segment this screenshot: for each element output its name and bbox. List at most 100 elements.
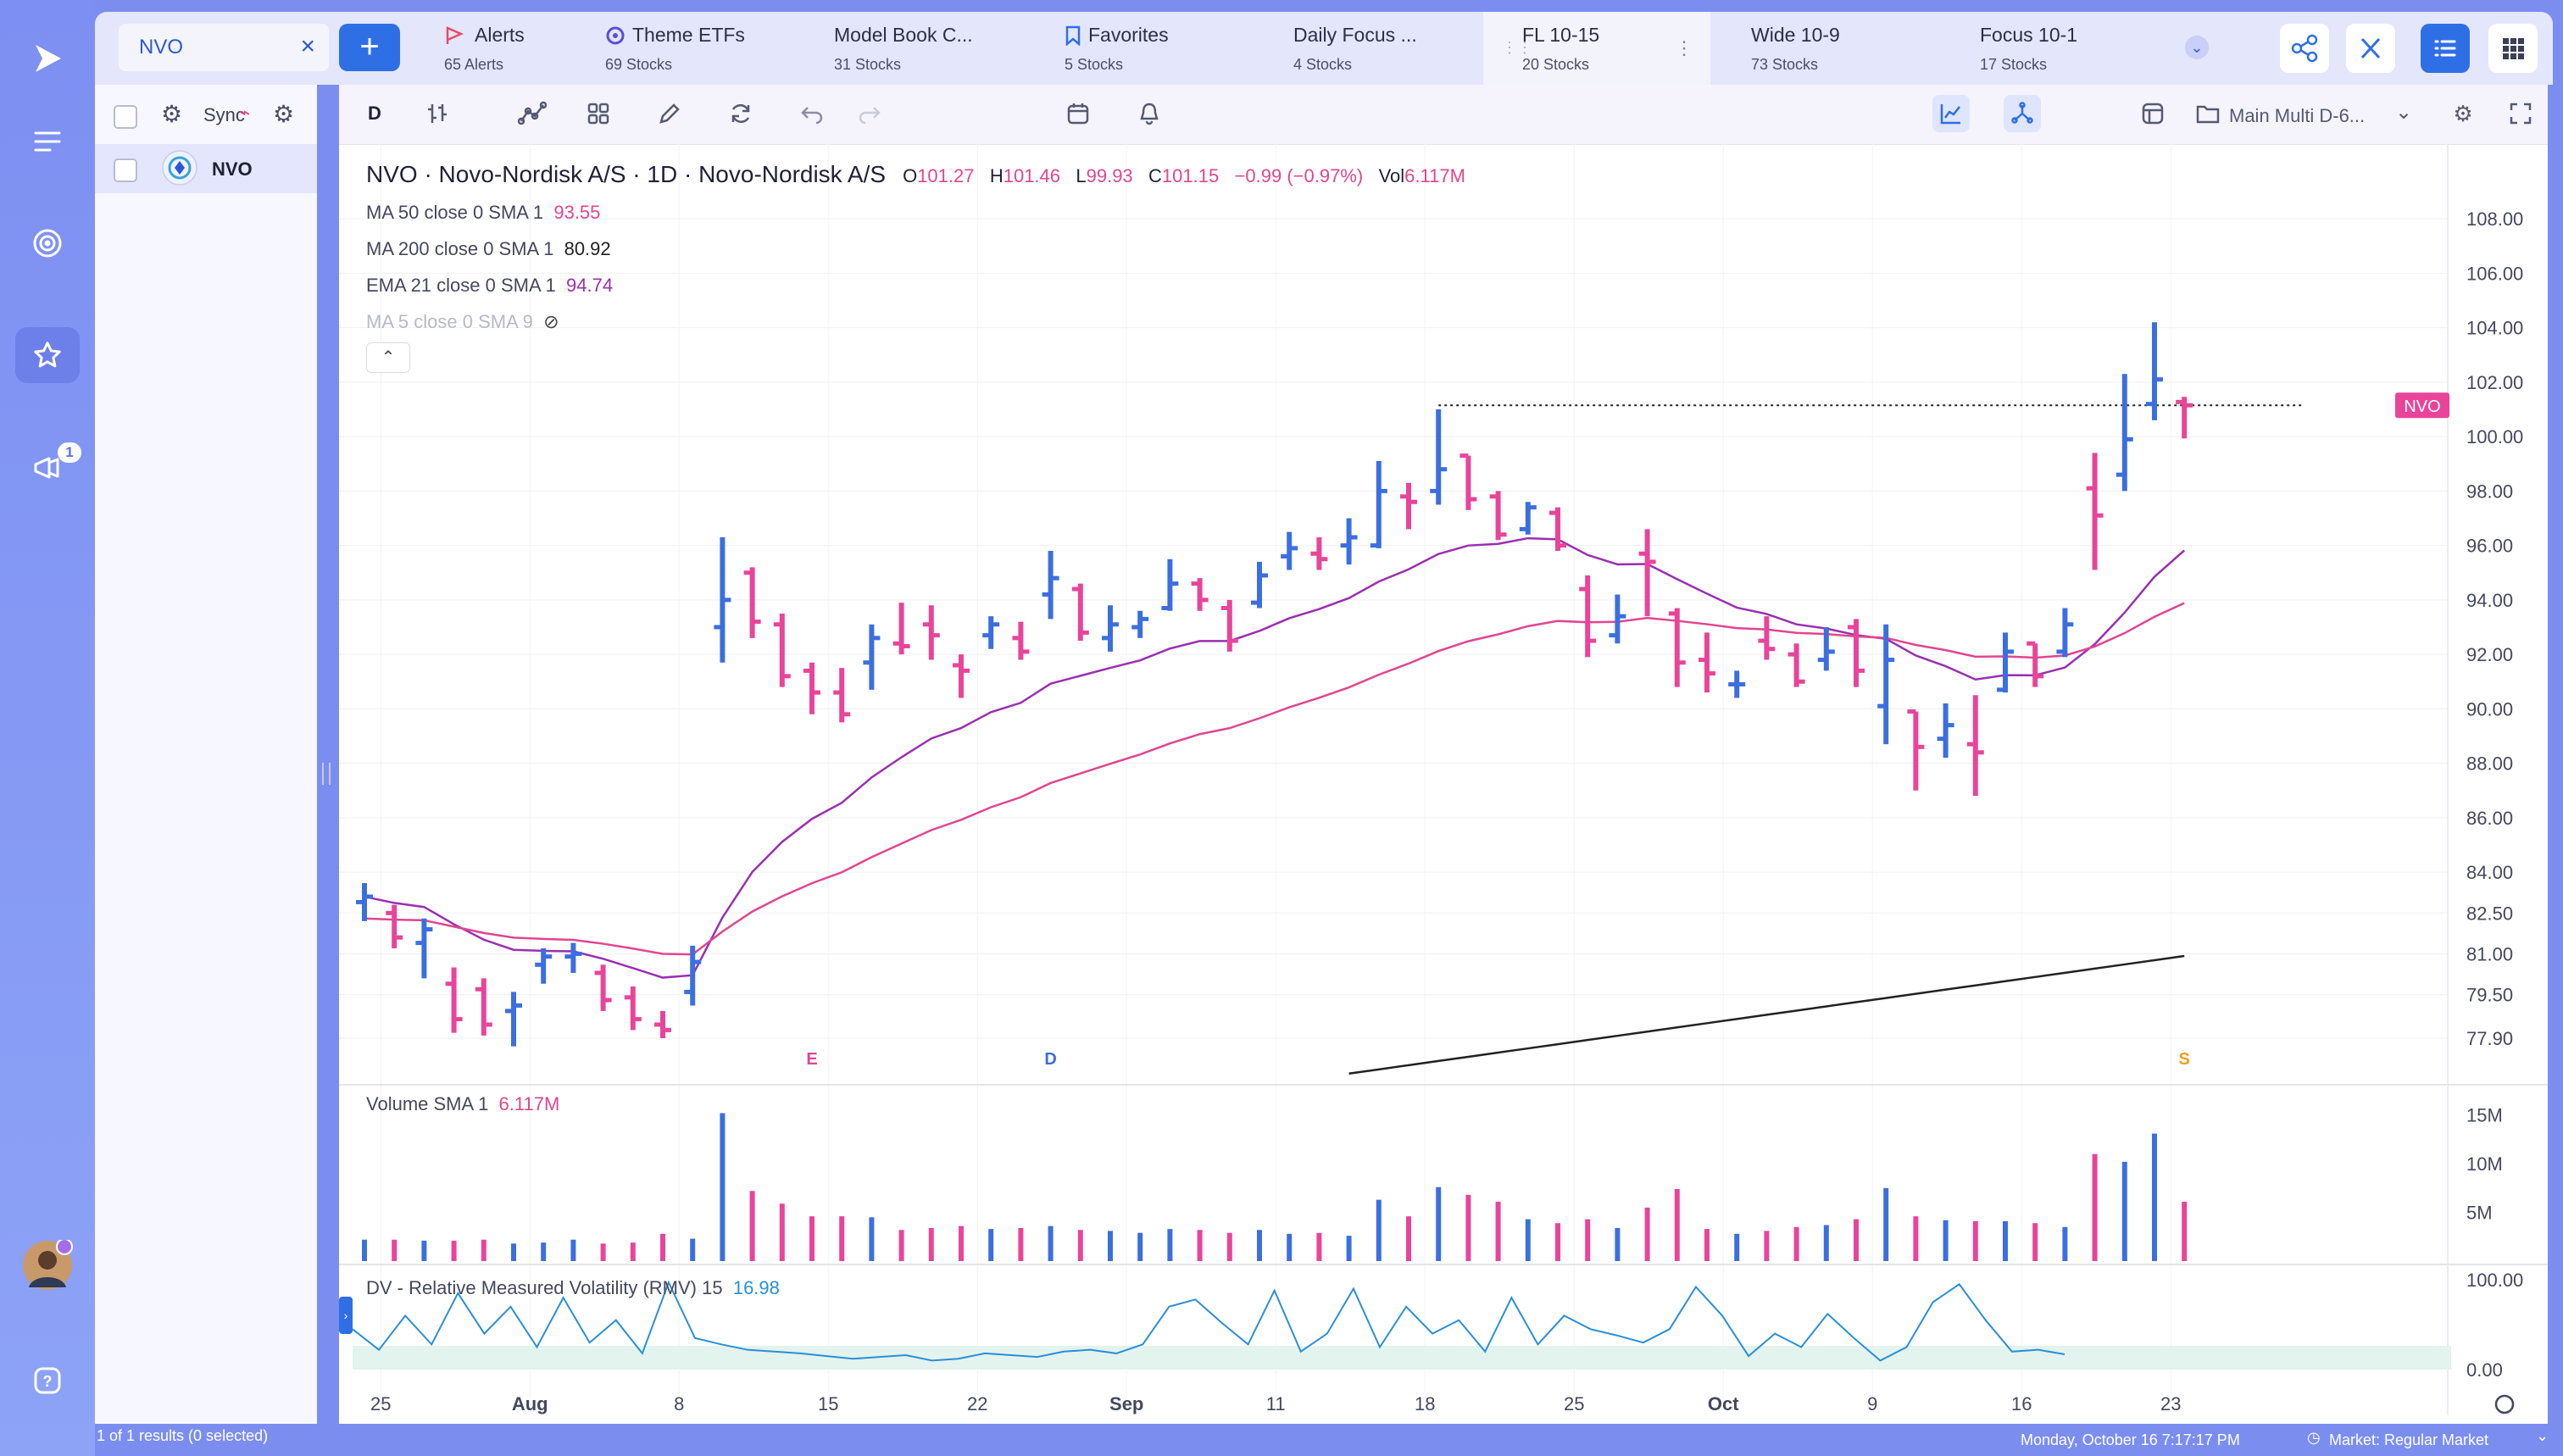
date-tick-label: 11 [1266,1393,1286,1414]
bar-style-icon[interactable] [419,95,456,132]
interval-button[interactable]: D [368,103,381,124]
ema21-line [364,536,2186,979]
market-chevron-icon[interactable]: ⌄ [2536,1427,2549,1444]
indicators-icon[interactable] [514,95,551,132]
price-tick-label: 100.00 [2466,426,2523,447]
ma5-legend[interactable]: MA 5 close 0 SMA 9 ⊘ [366,311,559,333]
volume-bar [720,1113,726,1261]
row-checkbox[interactable] [114,158,137,182]
x-share-button[interactable] [2346,24,2395,73]
list-view-button[interactable] [2421,24,2470,73]
chart-settings-icon[interactable]: ⚙ [2453,100,2473,126]
volume-bar [1555,1223,1560,1261]
volume-bar [630,1242,636,1261]
high-label: H [989,165,1004,186]
date-tick-label: 22 [967,1393,987,1414]
volume-bar [1615,1227,1621,1261]
sync-settings-icon[interactable]: ⚙ [161,101,183,127]
sync-off-icon[interactable]: ⌁ [239,102,251,123]
date-tick-label: 16 [2011,1393,2032,1414]
menu-icon[interactable] [15,114,80,169]
drag-handle-icon[interactable]: ⋮⋮ [1502,39,1532,56]
date-tick-label: 23 [2160,1393,2181,1414]
price-tag [2395,392,2449,419]
grid-view-button[interactable] [2488,24,2538,73]
date-tick-label: 9 [1867,1393,1877,1414]
rmv-legend[interactable]: DV - Relative Measured Volatility (RMV) … [366,1277,780,1299]
chart-panel[interactable] [339,85,2548,1424]
price-tick-label: 92.00 [2466,644,2513,665]
fullscreen-icon[interactable] [2502,95,2539,132]
price-tick-label: 84.00 [2466,862,2513,883]
clear-icon[interactable]: × [300,32,315,60]
share-button[interactable] [2280,24,2329,73]
tab-daily-focus-label: Daily Focus ... [1293,24,1417,46]
volume-bar [869,1217,875,1261]
user-avatar[interactable] [15,1237,80,1293]
svg-text:?: ? [43,1373,53,1390]
tab-wide-10-9-label: Wide 10-9 [1751,24,1840,46]
search-input[interactable]: NVO [139,36,184,58]
help-icon[interactable]: ? [15,1353,80,1409]
undo-icon[interactable] [793,95,831,132]
date-tick-label: Oct [1708,1393,1739,1414]
date-tick-label: Sep [1109,1393,1143,1414]
compare-icon[interactable] [2004,95,2041,132]
volume-tick-label: 15M [2466,1105,2503,1126]
line-chart-icon[interactable] [1932,95,1970,132]
volume-bar [511,1243,516,1261]
ma50-legend[interactable]: MA 50 close 0 SMA 1 93.55 [366,202,600,224]
volume-bar [570,1239,576,1261]
volume-bar [1644,1207,1650,1261]
layout-selector[interactable]: Main Multi D-6... ⌄ [2195,100,2441,131]
panel-resize-handle[interactable] [322,763,331,785]
ema21-value: 94.74 [566,275,614,296]
volume-bar [1913,1216,1919,1261]
price-tick-label: 102.00 [2466,372,2523,393]
select-all-checkbox[interactable] [114,105,137,129]
symbol-search[interactable]: NVO × [119,24,329,71]
volume-bar [541,1242,547,1261]
volume-bar [690,1238,696,1261]
rmv-tick-label: 100.00 [2466,1270,2523,1291]
price-chart[interactable]: NVO 108.00 106.00 104.00 102.00 100.00 98.00 9… [339,144,2548,1424]
add-button[interactable]: + [339,24,400,71]
rmv-expand-button[interactable]: › [339,1297,353,1334]
bell-icon[interactable] [1131,95,1168,132]
low-label: L [1076,165,1087,186]
volume-bar [1108,1231,1113,1261]
announcements-icon[interactable]: 1 [15,441,81,497]
change-value: −0.99 (−0.97%) [1234,165,1364,186]
tabs-overflow-chevron-icon[interactable]: ⌄ [2185,36,2209,59]
redo-icon[interactable] [851,95,888,132]
volume-bar [1257,1230,1262,1261]
volume-bar [749,1191,755,1261]
list-settings-icon[interactable]: ⚙ [273,101,295,127]
datetime: Monday, October 16 7:17:17 PM [2021,1431,2240,1448]
date-tick-label: 18 [1415,1393,1435,1414]
hidden-eye-icon[interactable]: ⊘ [543,311,559,332]
list-row[interactable]: NVO [95,144,317,193]
time-axis: 25 Aug 8 15 22 Sep 11 18 25 Oct 9 16 23 [370,1393,2515,1414]
draw-pencil-icon[interactable] [651,95,688,132]
radar-icon[interactable] [15,215,80,271]
ma50-line [364,602,2185,956]
calendar-icon[interactable] [1059,95,1097,132]
price-axis: 108.00 106.00 104.00 102.00 100.00 98.00 96.00… [2466,208,2523,1381]
app-logo-icon[interactable] [15,31,80,86]
watchlist-star-icon[interactable] [15,327,80,383]
price-tick-label: 94.00 [2466,590,2513,611]
layouts-icon[interactable] [580,95,617,132]
chart-grid [339,144,2448,1398]
ma200-legend[interactable]: MA 200 close 0 SMA 1 80.92 [366,238,611,260]
volume-value: 6.117M [1404,165,1465,186]
volume-legend[interactable]: Volume SMA 1 6.117M [366,1093,559,1115]
volume-label: Vol [1378,165,1405,186]
ema21-legend[interactable]: EMA 21 close 0 SMA 1 94.74 [366,275,613,297]
refresh-icon[interactable] [722,95,759,132]
layout-chevron-icon: ⌄ [2395,101,2413,124]
collapse-legend-button[interactable]: ⌃ [366,342,410,373]
template-icon[interactable] [2134,95,2171,132]
tab-more-icon[interactable]: ⋮ [1675,37,1693,58]
event-marker: S [2179,1050,2190,1069]
